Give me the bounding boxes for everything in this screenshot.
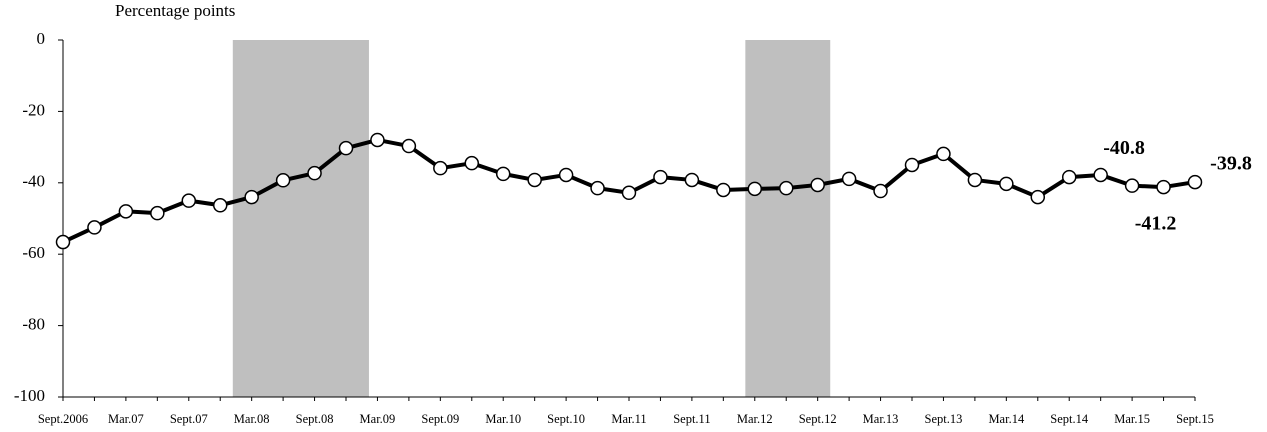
- data-point: [307, 165, 322, 181]
- data-point: [401, 138, 417, 154]
- x-tick-label: Mar.14: [988, 412, 1025, 426]
- data-point: [275, 173, 291, 188]
- x-tick-label: Sept.07: [170, 412, 208, 426]
- x-tick-label: Sept.2006: [38, 412, 88, 426]
- data-point: [999, 176, 1014, 192]
- data-point: [716, 182, 731, 198]
- y-tick-label: -60: [22, 243, 45, 262]
- y-tick-label: -80: [22, 315, 45, 334]
- data-point: [212, 198, 228, 213]
- x-tick-label: Mar.12: [737, 412, 773, 426]
- data-point: [527, 172, 542, 188]
- data-point: [433, 160, 448, 176]
- data-point: [495, 166, 511, 182]
- data-label: -40.8: [1103, 137, 1145, 159]
- data-point: [747, 181, 763, 197]
- y-axis-label: Percentage points: [115, 1, 235, 20]
- data-point: [590, 180, 605, 196]
- data-point: [1124, 178, 1140, 193]
- data-point: [338, 140, 354, 156]
- data-point: [150, 205, 165, 221]
- shaded-period: [745, 40, 831, 397]
- x-tick-label: Mar.15: [1114, 412, 1150, 426]
- x-tick-label: Sept.13: [925, 412, 963, 426]
- data-point: [684, 172, 700, 188]
- data-point: [55, 234, 71, 250]
- data-point: [653, 169, 668, 185]
- y-tick-label: -40: [22, 172, 45, 191]
- x-tick-label: Sept.15: [1176, 412, 1214, 426]
- y-tick-label: -20: [22, 100, 45, 119]
- data-point: [1187, 174, 1203, 190]
- data-point: [370, 132, 385, 148]
- data-point: [558, 167, 574, 183]
- data-label: -41.2: [1135, 213, 1177, 235]
- x-tick-label: Sept.08: [296, 412, 334, 426]
- data-point: [1061, 169, 1077, 185]
- data-point: [1093, 167, 1108, 183]
- data-point: [1030, 189, 1046, 205]
- x-tick-label: Mar.07: [108, 412, 144, 426]
- x-tick-label: Sept.09: [421, 412, 459, 426]
- data-point: [873, 183, 888, 199]
- data-point: [244, 189, 259, 205]
- data-point: [464, 155, 480, 171]
- y-tick-label: -100: [14, 386, 45, 405]
- x-tick-label: Sept.11: [673, 412, 710, 426]
- data-point: [118, 204, 134, 219]
- shaded-period: [232, 40, 369, 397]
- data-point: [621, 185, 637, 201]
- data-point: [181, 193, 197, 208]
- data-point: [904, 157, 920, 173]
- x-tick-label: Sept.10: [547, 412, 585, 426]
- data-point: [778, 180, 794, 196]
- x-tick-label: Mar.13: [863, 412, 899, 426]
- data-label: -39.8: [1210, 153, 1252, 175]
- x-tick-label: Mar.08: [234, 412, 270, 426]
- x-tick-label: Mar.10: [485, 412, 521, 426]
- data-point: [1156, 179, 1171, 195]
- x-tick-label: Sept.12: [799, 412, 837, 426]
- x-tick-label: Sept.14: [1050, 412, 1089, 426]
- x-tick-label: Mar.11: [611, 412, 646, 426]
- y-tick-label: 0: [37, 29, 46, 48]
- data-point: [810, 177, 825, 193]
- data-point: [841, 171, 857, 187]
- x-tick-label: Mar.09: [360, 412, 396, 426]
- data-point: [936, 146, 951, 162]
- data-point: [967, 172, 983, 188]
- data-point: [87, 220, 102, 235]
